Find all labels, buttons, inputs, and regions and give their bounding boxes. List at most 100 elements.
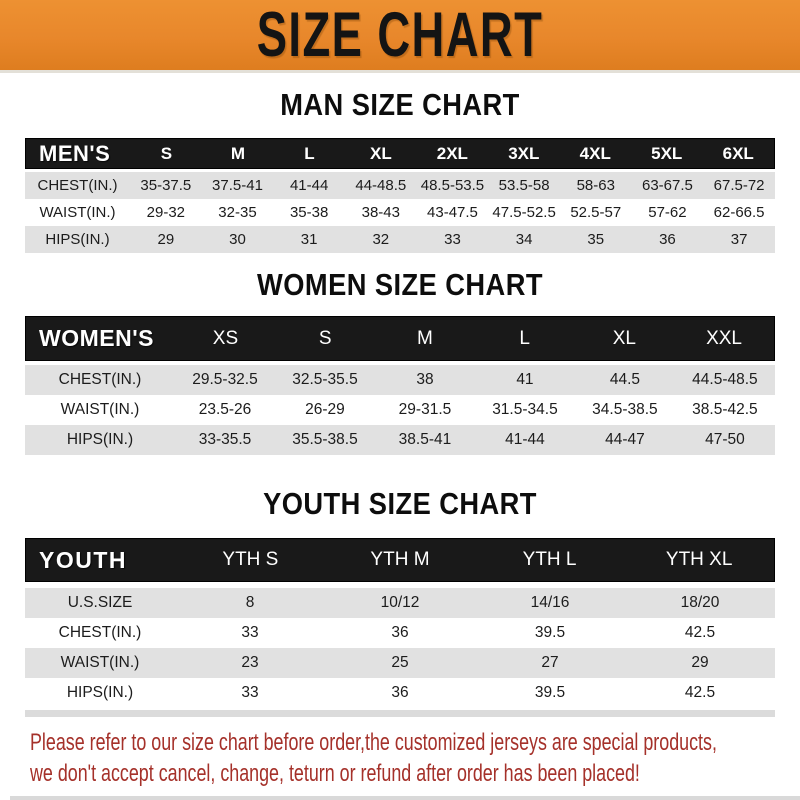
women-table-header-row: WOMEN'S XS S M L XL XXL xyxy=(25,316,775,361)
row-label: HIPS(IN.) xyxy=(66,684,134,701)
women-section: WOMEN SIZE CHART WOMEN'S XS S M L XL XXL… xyxy=(0,267,800,455)
size-value-cell: 38-43 xyxy=(361,204,400,221)
size-value-cell: 26-29 xyxy=(305,401,345,418)
size-value-cell: 47.5-52.5 xyxy=(492,204,556,221)
size-value-cell: 42.5 xyxy=(684,624,716,641)
youth-section: YOUTH SIZE CHART YOUTH YTH S YTH M YTH L… xyxy=(0,486,800,717)
men-table-header-row: MEN'S S M L XL 2XL 3XL 4XL 5XL 6XL xyxy=(25,138,775,169)
size-value-cell: 37.5-41 xyxy=(212,177,263,194)
size-value-cell: 52.5-57 xyxy=(570,204,622,221)
size-value-cell: 63-67.5 xyxy=(641,177,693,194)
table-row: CHEST(IN.) 29.5-32.5 32.5-35.5 38 41 44.… xyxy=(25,365,775,395)
size-value-cell: 8 xyxy=(245,594,255,611)
size-value-cell: 34.5-38.5 xyxy=(592,401,658,418)
table-end-divider xyxy=(25,710,775,717)
youth-corner-label: YOUTH xyxy=(39,546,127,573)
size-value-cell: 41-44 xyxy=(289,177,329,194)
size-value-cell: 35-38 xyxy=(289,204,329,221)
size-value-cell: 39.5 xyxy=(534,684,566,701)
table-row: WAIST(IN.) 23.5-26 26-29 29-31.5 31.5-34… xyxy=(25,395,775,425)
size-value-cell: 32 xyxy=(372,231,390,248)
row-label: WAIST(IN.) xyxy=(60,654,140,671)
size-value-cell: 33 xyxy=(241,684,259,701)
size-value-cell: 58-63 xyxy=(576,177,615,194)
size-value-cell: 27 xyxy=(541,654,559,671)
policy-line-2: we don't accept cancel, change, teturn o… xyxy=(30,760,640,787)
size-value-cell: 30 xyxy=(229,231,246,248)
youth-size-table: YOUTH YTH S YTH M YTH L YTH XL U.S.SIZE … xyxy=(25,538,775,708)
size-column-header: YTH S xyxy=(222,549,279,570)
size-value-cell: 18/20 xyxy=(680,594,720,611)
size-column-header: 6XL xyxy=(722,143,754,163)
size-column-header: XL xyxy=(612,327,636,349)
men-section: MAN SIZE CHART MEN'S S M L XL 2XL 3XL 4X… xyxy=(0,87,800,253)
size-value-cell: 44-47 xyxy=(605,431,645,448)
order-policy-note: Please refer to our size chart before or… xyxy=(30,727,800,789)
size-value-cell: 31.5-34.5 xyxy=(492,401,558,418)
women-corner-label: WOMEN'S xyxy=(39,325,155,351)
size-value-cell: 33-35.5 xyxy=(198,431,252,448)
size-value-cell: 57-62 xyxy=(648,204,687,221)
table-row: CHEST(IN.) 35-37.5 37.5-41 41-44 44-48.5… xyxy=(25,172,775,199)
size-value-cell: 35-37.5 xyxy=(140,177,192,194)
row-label: CHEST(IN.) xyxy=(58,624,142,641)
table-row: WAIST(IN.) 29-32 32-35 35-38 38-43 43-47… xyxy=(25,199,775,226)
size-value-cell: 29-31.5 xyxy=(398,401,452,418)
size-value-cell: 44-48.5 xyxy=(355,177,407,194)
size-value-cell: 47-50 xyxy=(705,431,745,448)
size-value-cell: 35.5-38.5 xyxy=(292,431,358,448)
size-chart-banner: SIZE CHART xyxy=(0,0,800,73)
size-column-header: 5XL xyxy=(651,143,683,163)
size-column-header: YTH XL xyxy=(665,549,733,570)
size-value-cell: 32.5-35.5 xyxy=(292,371,358,388)
size-value-cell: 43-47.5 xyxy=(427,204,478,221)
size-column-header: XL xyxy=(369,143,392,163)
size-column-header: 2XL xyxy=(436,143,468,163)
size-column-header: M xyxy=(416,327,433,349)
table-row: HIPS(IN.) 33 36 39.5 42.5 xyxy=(25,678,775,708)
table-row: HIPS(IN.) 29 30 31 32 33 34 35 36 37 xyxy=(25,226,775,253)
size-value-cell: 36 xyxy=(659,231,676,248)
size-value-cell: 29.5-32.5 xyxy=(192,371,258,388)
size-value-cell: 36 xyxy=(391,684,409,701)
size-column-header: XS xyxy=(212,327,239,349)
size-value-cell: 62-66.5 xyxy=(713,204,765,221)
size-value-cell: 37 xyxy=(730,231,748,248)
row-label: WAIST(IN.) xyxy=(39,204,116,221)
size-column-header: YTH M xyxy=(370,549,430,570)
row-label: WAIST(IN.) xyxy=(60,401,140,418)
table-row: U.S.SIZE 8 10/12 14/16 18/20 xyxy=(25,588,775,618)
size-value-cell: 38.5-41 xyxy=(398,431,452,448)
page-title: SIZE CHART xyxy=(256,0,544,70)
bottom-edge-divider xyxy=(10,796,800,800)
row-label: U.S.SIZE xyxy=(67,594,133,611)
size-column-header: YTH L xyxy=(522,549,577,570)
size-value-cell: 33 xyxy=(241,624,259,641)
size-column-header: S xyxy=(318,327,332,349)
size-value-cell: 10/12 xyxy=(380,594,420,611)
size-value-cell: 38.5-42.5 xyxy=(692,401,758,418)
size-value-cell: 29-32 xyxy=(146,204,186,221)
size-value-cell: 35 xyxy=(587,231,605,248)
size-column-header: 4XL xyxy=(579,143,611,163)
youth-section-title: YOUTH SIZE CHART xyxy=(263,486,537,521)
size-value-cell: 44.5-48.5 xyxy=(692,371,758,388)
size-value-cell: 23.5-26 xyxy=(198,401,252,418)
size-value-cell: 39.5 xyxy=(534,624,566,641)
women-section-title: WOMEN SIZE CHART xyxy=(257,267,543,302)
size-value-cell: 33 xyxy=(444,231,461,248)
size-column-header: 3XL xyxy=(508,143,540,163)
size-value-cell: 14/16 xyxy=(530,594,570,611)
size-value-cell: 53.5-58 xyxy=(498,177,550,194)
size-value-cell: 41 xyxy=(516,371,534,388)
youth-table-header-row: YOUTH YTH S YTH M YTH L YTH XL xyxy=(25,538,775,582)
size-value-cell: 29 xyxy=(157,231,175,248)
men-corner-label: MEN'S xyxy=(39,140,111,166)
size-value-cell: 32-35 xyxy=(218,204,257,221)
row-label: CHEST(IN.) xyxy=(58,371,142,388)
size-value-cell: 23 xyxy=(241,654,259,671)
size-column-header: L xyxy=(304,143,315,163)
size-value-cell: 25 xyxy=(391,654,409,671)
size-value-cell: 67.5-72 xyxy=(713,177,765,194)
size-value-cell: 42.5 xyxy=(684,684,716,701)
